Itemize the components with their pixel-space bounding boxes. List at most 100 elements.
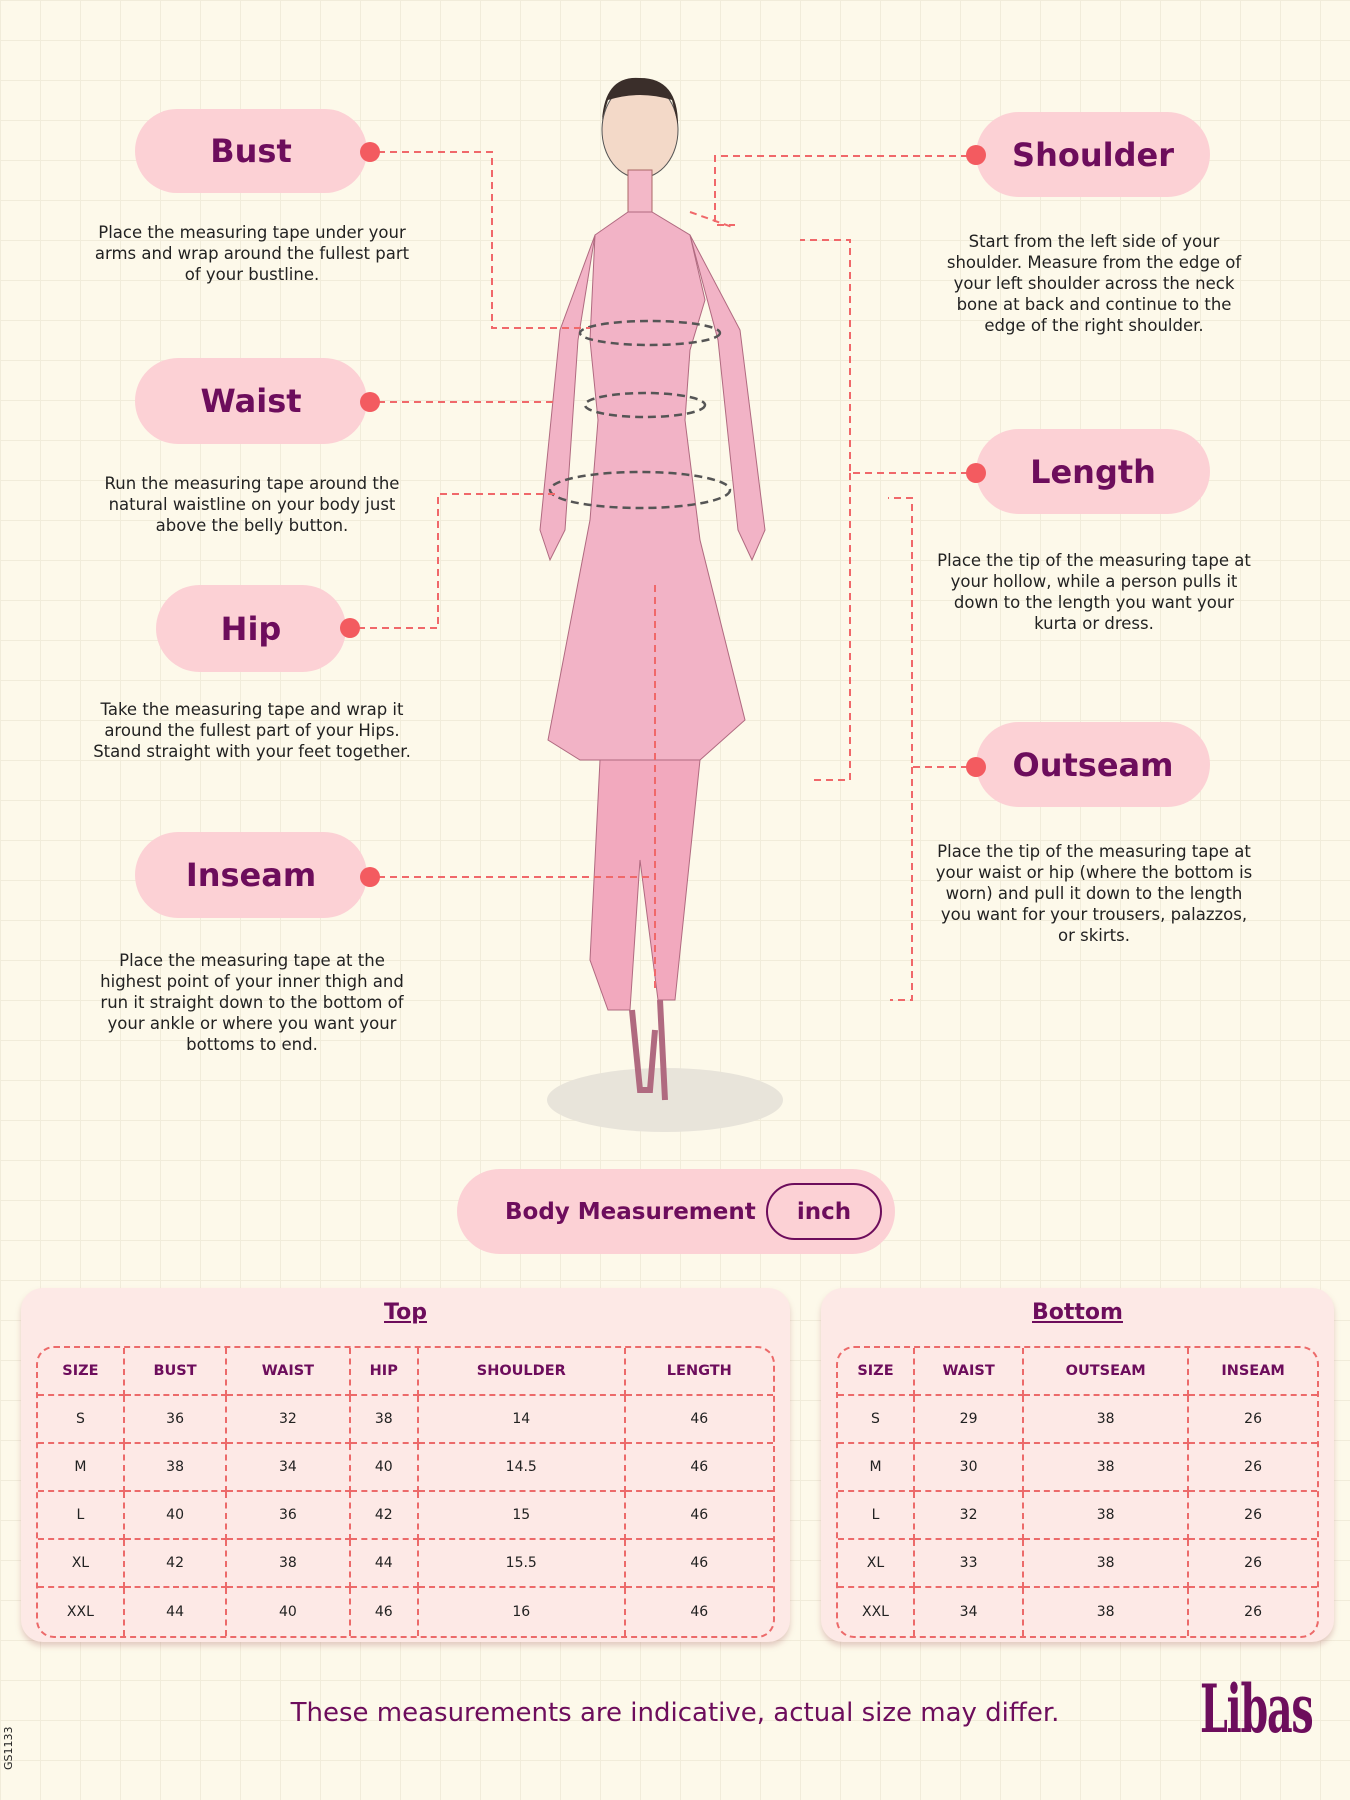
bust-label: Bust (135, 109, 367, 193)
guide-lines (358, 151, 968, 1001)
table-cell: 33 (914, 1540, 1025, 1588)
column-header: WAIST (914, 1348, 1025, 1396)
outseam-label: Outseam (976, 722, 1210, 807)
column-header: WAIST (227, 1348, 351, 1396)
body-measurement-header: Body Measurement inch (457, 1169, 895, 1254)
table-cell: S (38, 1396, 125, 1444)
table-cell: 26 (1189, 1444, 1317, 1492)
table-cell: L (38, 1492, 125, 1540)
model-illustration (358, 77, 968, 1132)
body-measurement-label: Body Measurement (505, 1198, 756, 1225)
hip-marker-dot (340, 618, 360, 638)
table-cell: XL (38, 1540, 125, 1588)
table-cell: 26 (1189, 1492, 1317, 1540)
bottom-size-card: Bottom SIZE WAIST OUTSEAM INSEAM S 29 38 26 M 30 3… (821, 1288, 1334, 1642)
inseam-marker-dot (360, 867, 380, 887)
table-cell: 29 (914, 1396, 1025, 1444)
top-size-card: Top SIZE BUST WAIST HIP SHOULDER LENGTH S 36 32 3… (21, 1288, 790, 1642)
table-cell: XL (838, 1540, 915, 1588)
table-cell: M (838, 1444, 915, 1492)
table-row: M 30 38 26 (838, 1444, 1317, 1492)
table-row: XL 33 38 26 (838, 1540, 1317, 1588)
table-cell: 44 (125, 1588, 228, 1636)
libas-logo: Libas (1200, 1670, 1314, 1748)
table-cell: L (838, 1492, 915, 1540)
table-cell: 46 (690, 1604, 709, 1620)
table-header-row: SIZE BUST WAIST HIP SHOULDER LENGTH (38, 1348, 773, 1396)
table-cell: 40 (350, 1444, 419, 1492)
table-cell: 38 (1024, 1444, 1190, 1492)
table-row: L 40 36 42 15 46 (38, 1492, 773, 1540)
table-cell: 40 (124, 1492, 228, 1540)
table-cell: 38 (1024, 1540, 1190, 1588)
table-cell: 32 (914, 1492, 1025, 1540)
table-cell: 38 (350, 1396, 419, 1444)
table-cell: 26 (1189, 1396, 1317, 1444)
table-cell: 46 (625, 1492, 773, 1540)
table-cell: S (838, 1396, 915, 1444)
table-cell: 42 (350, 1492, 419, 1540)
table-row: XXL 44 40 46 16 46 (38, 1588, 773, 1636)
table-cell: 16 (419, 1588, 626, 1636)
shoulder-label: Shoulder (976, 112, 1210, 197)
table-cell: 36 (227, 1492, 351, 1540)
column-header: LENGTH (625, 1348, 773, 1396)
table-cell: M (38, 1444, 125, 1492)
table-cell: 14 (418, 1396, 626, 1444)
table-cell: 15.5 (418, 1540, 626, 1588)
table-cell: 34 (915, 1588, 1025, 1636)
product-code: GS1133 (2, 1726, 15, 1770)
shoulder-description: Start from the left side of your shoulde… (946, 232, 1242, 335)
table-cell: 26 (1244, 1604, 1262, 1620)
length-description: Place the tip of the measuring tape at y… (937, 551, 1251, 633)
table-cell: 46 (625, 1396, 773, 1444)
bust-marker-dot (360, 142, 380, 162)
column-header: SHOULDER (418, 1348, 626, 1396)
unit-toggle-inch[interactable]: inch (766, 1183, 882, 1240)
waist-marker-dot (360, 392, 380, 412)
table-cell: 46 (625, 1540, 773, 1588)
top-table-title: Top (384, 1300, 427, 1325)
outseam-marker-dot (966, 757, 986, 777)
bottom-size-table: SIZE WAIST OUTSEAM INSEAM S 29 38 26 M 30 38 26 L 32 3… (836, 1346, 1319, 1638)
inseam-description: Place the measuring tape at the highest … (100, 951, 404, 1054)
table-cell: 40 (227, 1588, 351, 1636)
table-cell: 38 (124, 1444, 228, 1492)
column-header: INSEAM (1189, 1348, 1317, 1396)
waist-description: Run the measuring tape around the natura… (104, 474, 400, 535)
table-cell: XXL (38, 1588, 125, 1636)
column-header: SIZE (838, 1348, 915, 1396)
table-header-row: SIZE WAIST OUTSEAM INSEAM (838, 1348, 1317, 1396)
table-cell: 32 (227, 1396, 351, 1444)
length-marker-dot (966, 463, 986, 483)
length-label: Length (976, 429, 1210, 514)
table-cell: 15 (418, 1492, 626, 1540)
inseam-label: Inseam (135, 832, 367, 918)
table-cell: 38 (1024, 1588, 1190, 1636)
table-cell: 44 (350, 1540, 419, 1588)
hip-description: Take the measuring tape and wrap it arou… (93, 700, 411, 761)
outseam-description: Place the tip of the measuring tape at y… (935, 842, 1253, 945)
table-cell: 38 (227, 1540, 351, 1588)
bottom-table-title: Bottom (1032, 1300, 1123, 1325)
table-row: S 29 38 26 (838, 1396, 1317, 1444)
table-row: L 32 38 26 (838, 1492, 1317, 1540)
bust-description: Place the measuring tape under your arms… (94, 223, 410, 284)
hip-label: Hip (156, 585, 346, 672)
disclaimer-text: These measurements are indicative, actua… (290, 1698, 1060, 1728)
table-cell: 38 (1024, 1492, 1190, 1540)
table-row: M 38 34 40 14.5 46 (38, 1444, 773, 1492)
table-row: XL 42 38 44 15.5 46 (38, 1540, 773, 1588)
table-cell: XXL (838, 1588, 915, 1636)
table-cell: 38 (1024, 1396, 1190, 1444)
table-cell: 46 (625, 1444, 773, 1492)
table-cell: 14.5 (418, 1444, 626, 1492)
table-row: S 36 32 38 14 46 (38, 1396, 773, 1444)
model-figure (539, 77, 766, 1101)
top-size-table: SIZE BUST WAIST HIP SHOULDER LENGTH S 36 32 38 14 4… (36, 1346, 775, 1638)
column-header: OUTSEAM (1024, 1348, 1190, 1396)
shoulder-marker-dot (966, 145, 986, 165)
table-cell: 34 (227, 1444, 351, 1492)
table-cell: 42 (124, 1540, 228, 1588)
table-row: XXL 34 38 26 (838, 1588, 1317, 1636)
